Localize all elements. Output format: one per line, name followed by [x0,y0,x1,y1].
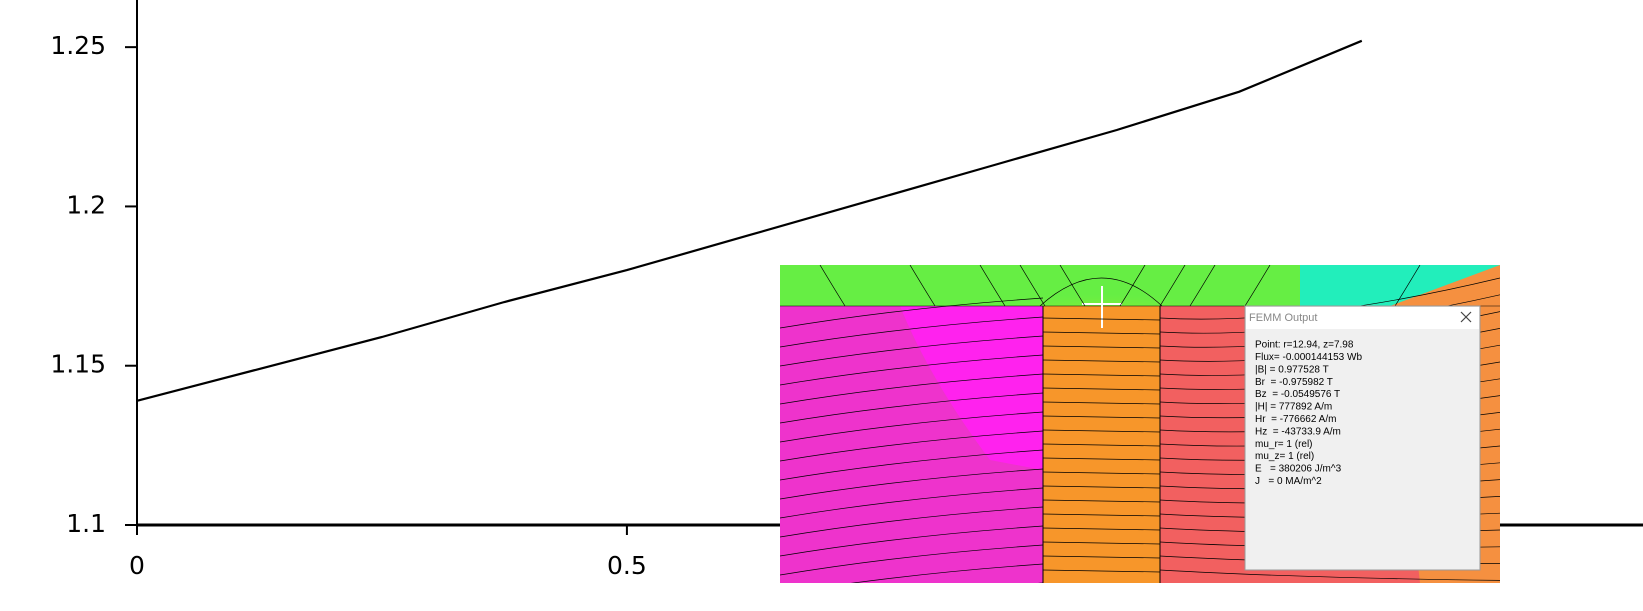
field-line [780,354,1044,386]
field-line [1159,265,1186,307]
field-line [780,506,1044,538]
field-line [780,411,1044,443]
field-line [780,297,1044,329]
chart: 1.1 1.15 1.2 1.25 0 0.5 [50,0,1643,580]
output-line: |B| = 0.977528 T [1255,364,1329,375]
field-line [1042,569,1161,573]
output-line: Br = -0.975982 T [1255,377,1333,388]
output-line: Flux= -0.000144153 Wb [1255,352,1362,363]
field-line [780,544,1044,576]
field-line [780,487,1044,519]
field-line [1119,265,1146,307]
output-line: J = 0 MA/m^2 [1255,476,1322,487]
field-line [780,468,1044,500]
field-line [1042,331,1161,335]
femm-output-window: FEMM Output Point: r=12.94, z=7.98Flux= … [1244,305,1481,571]
field-line [780,373,1044,405]
field-line [1042,555,1161,559]
field-line [1039,277,1163,307]
field-line [1042,513,1161,517]
output-line: E = 380206 J/m^3 [1255,464,1342,475]
magnet-bright [900,306,1043,470]
x-tick-label: 0.5 [607,551,647,580]
field-line [850,563,1044,583]
field-line [780,430,1044,462]
field-line [780,316,1044,348]
field-line [1042,471,1161,475]
window-frame [1244,305,1481,571]
field-line [780,392,1044,424]
output-line: Hr = -776662 A/m [1255,414,1336,425]
field-line [1244,265,1271,307]
title-bar [1246,307,1479,329]
field-line [1042,527,1161,531]
field-line [1042,499,1161,503]
field-line [1042,401,1161,405]
field-line [1042,345,1161,349]
field-line [1042,485,1161,489]
field-line [1189,265,1216,307]
field-line [1394,265,1421,307]
field-line [780,449,1044,481]
field-line [1159,569,1500,581]
field-line [1042,541,1161,545]
output-line: mu_r= 1 (rel) [1255,439,1313,450]
output-line: Point: r=12.94, z=7.98 [1255,340,1354,351]
field-line [1042,387,1161,391]
y-tick-label: 1.2 [66,190,106,219]
field-line [1038,582,1043,583]
output-line: |H| = 777892 A/m [1255,402,1332,413]
field-line [819,265,846,307]
field-line [1042,415,1161,419]
close-button[interactable] [1460,311,1472,323]
field-line [1042,373,1161,377]
y-tick-label: 1.1 [66,509,106,538]
field-line [1042,359,1161,363]
field-line [780,335,1044,367]
field-line [1059,265,1086,307]
output-line: Hz = -43733.9 A/m [1255,426,1341,437]
data-line [136,39,1363,402]
window-title: FEMM Output [1249,312,1317,324]
field-line [1042,429,1161,433]
output-line: mu_z= 1 (rel) [1255,451,1314,462]
output-line: Bz = -0.0549576 T [1255,389,1340,400]
field-line [1042,443,1161,447]
field-line [909,265,936,307]
field-line [780,525,1044,557]
field-line [979,265,1006,307]
field-line [1042,317,1161,321]
y-tick-label: 1.25 [50,31,106,60]
x-tick-label: 0 [129,551,145,580]
field-line [1042,457,1161,461]
y-tick-label: 1.15 [50,350,106,379]
